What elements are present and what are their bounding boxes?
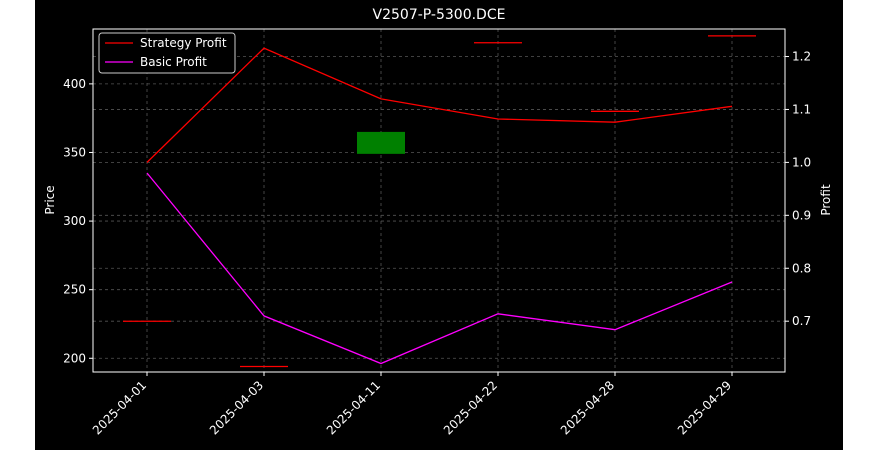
y-tick-label-right: 1.1: [792, 102, 811, 116]
plot-frame: [92, 28, 786, 373]
y-tick-label-left: 300: [63, 214, 86, 228]
y-tick-label-right: 1.2: [792, 50, 811, 64]
series-lines: [146, 47, 733, 365]
y-tick-label-left: 400: [63, 77, 86, 91]
legend-label-basic-profit: Basic Profit: [140, 55, 207, 69]
y-axis-right-label: Profit: [819, 184, 833, 216]
y-tick-label-left: 350: [63, 145, 86, 159]
price-markers: [123, 35, 756, 368]
y-tick-label-left: 200: [63, 351, 86, 365]
legend: Strategy Profit Basic Profit: [98, 32, 236, 74]
y-tick-label-right: 0.8: [792, 261, 811, 275]
figure-background: [35, 0, 843, 450]
series-line-strategy-profit: [146, 47, 733, 163]
legend-label-strategy-profit: Strategy Profit: [140, 36, 227, 50]
y-tick-label-right: 0.7: [792, 314, 811, 328]
y-tick-label-right: 0.9: [792, 208, 811, 222]
y-axis-left-label: Price: [43, 185, 57, 214]
series-line-basic-profit: [146, 172, 733, 365]
chart-title: V2507-P-5300.DCE: [373, 7, 506, 23]
candles: [357, 131, 405, 154]
candle-body: [357, 131, 405, 154]
y-tick-label-right: 1.0: [792, 155, 811, 169]
y-tick-label-left: 250: [63, 283, 86, 297]
